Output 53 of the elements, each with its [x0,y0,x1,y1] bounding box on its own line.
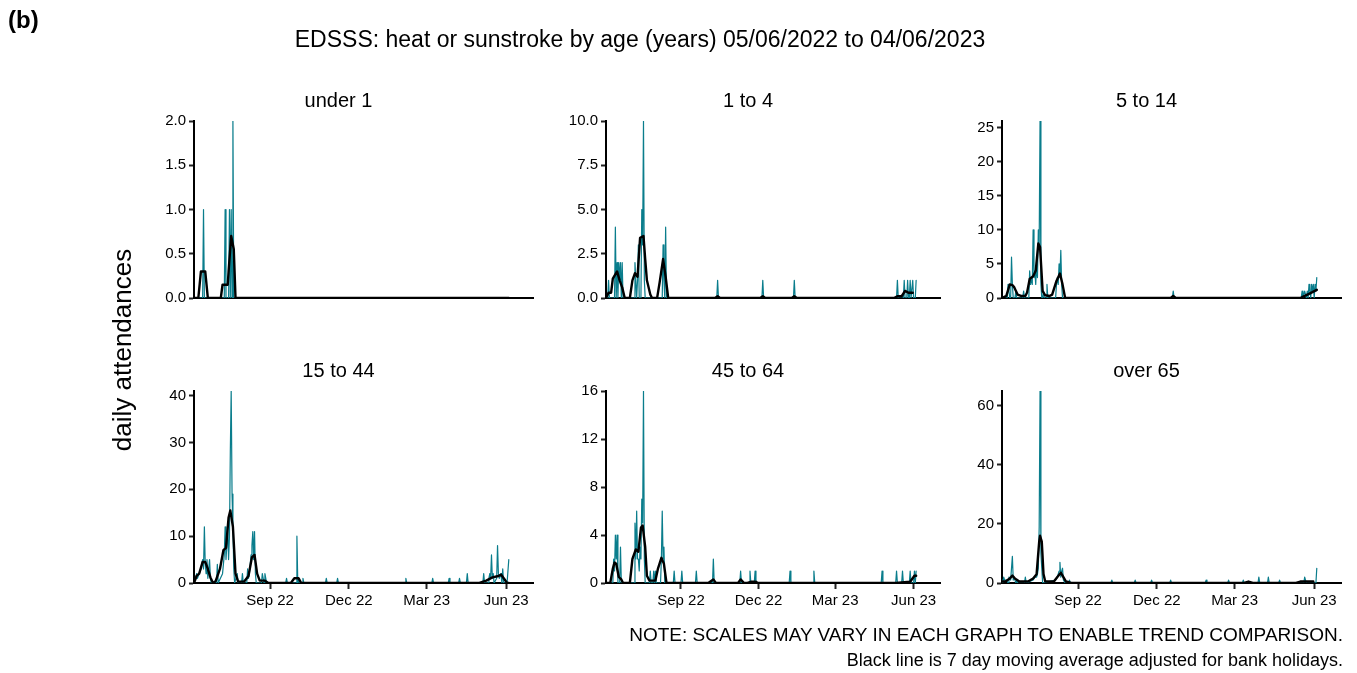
y-tick-label: 0.0 [165,288,186,306]
y-tick-label: 10.0 [568,111,598,129]
y-tick-label: 1.0 [165,199,186,217]
x-tick-label: Mar 23 [811,591,859,609]
x-tick-label: Mar 23 [403,591,450,609]
y-tick-label: 40 [169,385,186,403]
chart-title: over 65 [1113,358,1180,381]
y-tick-label: 20 [977,514,994,532]
y-tick-label: 0.5 [165,243,186,261]
text: NOTE: SCALES MAY VARY IN EACH GRAPH TO ENABLE TREND COMPARISON. [629,624,1343,646]
y-tick-label: 10 [977,220,994,238]
y-tick-label: 0 [985,288,994,306]
x-tick-label: Sep 22 [246,591,294,609]
chart-title: 1 to 4 [722,88,774,111]
x-tick-label: Jun 23 [891,591,937,609]
y-tick-label: 4 [589,525,598,543]
y-tick-label: 2.5 [577,243,598,261]
y-tick-label: 30 [169,432,186,450]
y-tick-label: 5.0 [577,199,598,217]
y-tick-label: 8 [589,477,598,495]
y-tick-label: 7.5 [577,155,598,173]
y-tick-label: 20 [977,151,994,169]
x-tick-label: Mar 23 [1211,591,1258,609]
y-tick-label: 40 [977,454,994,472]
y-tick-label: 20 [169,479,186,497]
y-tick-label: 0.0 [577,288,598,306]
text: Black line is 7 day moving average adjusted for bank holidays. [846,650,1343,671]
y-tick-label: 0 [985,573,994,591]
y-tick-label: 12 [581,429,598,447]
y-axis-title: daily attendances [106,248,138,452]
y-tick-label: 0 [589,573,598,591]
chart-title: 15 to 44 [302,358,375,381]
text: EDSSS: heat or sunstroke by age (years) 05/06/2022 to 04/06/2023 [294,26,986,53]
y-tick-label: 10 [169,526,186,544]
x-tick-label: Jun 23 [1291,591,1337,609]
y-tick-label: 25 [977,117,994,135]
y-tick-label: 16 [581,381,598,399]
y-tick-label: 15 [977,186,994,204]
y-tick-label: 0 [177,573,186,591]
text: (b) [8,6,39,34]
y-tick-label: 2.0 [165,111,186,129]
x-tick-label: Dec 22 [734,591,783,609]
x-tick-label: Sep 22 [657,591,705,609]
chart-title: 45 to 64 [711,358,785,381]
x-tick-label: Dec 22 [325,591,373,609]
y-tick-label: 5 [985,254,994,272]
x-tick-label: Dec 22 [1133,591,1181,609]
chart-title: under 1 [304,88,373,111]
x-tick-label: Sep 22 [1054,591,1102,609]
x-tick-label: Jun 23 [483,591,529,609]
chart-title: 5 to 14 [1115,88,1178,111]
y-tick-label: 60 [977,395,994,413]
y-tick-label: 1.5 [165,155,186,173]
